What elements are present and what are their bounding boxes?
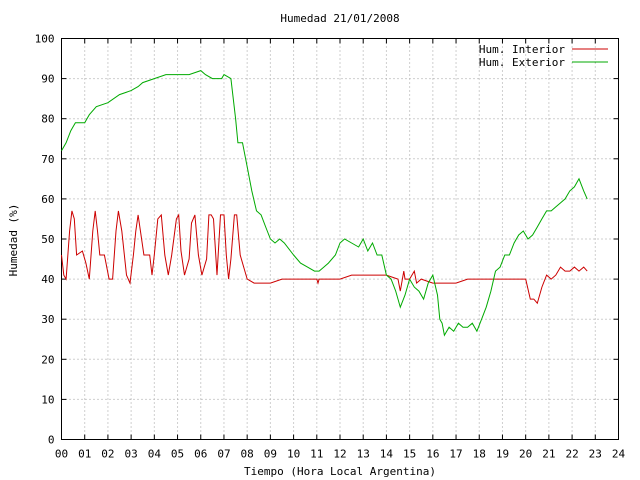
- x-tick-label: 20: [519, 448, 532, 461]
- x-tick-label: 00: [55, 448, 68, 461]
- x-tick-label: 14: [380, 448, 394, 461]
- x-tick-label: 19: [496, 448, 509, 461]
- y-tick-label: 20: [41, 353, 54, 366]
- x-tick-label: 08: [241, 448, 254, 461]
- y-tick-label: 100: [35, 33, 55, 46]
- series-line-2: [61, 70, 588, 337]
- x-tick-label: 01: [78, 448, 91, 461]
- x-tick-label: 12: [333, 448, 346, 461]
- x-tick-label: 23: [589, 448, 602, 461]
- x-tick-label: 07: [217, 448, 230, 461]
- x-tick-label: 05: [171, 448, 184, 461]
- x-tick-label: 06: [194, 448, 207, 461]
- x-tick-label: 13: [357, 448, 370, 461]
- x-tick-label: 15: [403, 448, 416, 461]
- y-tick-label: 80: [41, 113, 54, 126]
- x-tick-label: 17: [449, 448, 462, 461]
- y-tick-label: 60: [41, 193, 54, 206]
- x-tick-label: 10: [287, 448, 300, 461]
- y-axis-tick-labels: 0 10 20 30 40 50 60 70 80 90 100: [35, 33, 55, 447]
- x-tick-label: 11: [310, 448, 323, 461]
- y-tick-label: 90: [41, 73, 54, 86]
- x-tick-label: 04: [148, 448, 162, 461]
- y-tick-label: 30: [41, 313, 54, 326]
- y-axis-label: Humedad (%): [7, 204, 20, 277]
- x-tick-label: 03: [125, 448, 138, 461]
- x-tick-label: 21: [542, 448, 555, 461]
- x-tick-label: 16: [426, 448, 439, 461]
- x-tick-label: 09: [264, 448, 277, 461]
- series-lines: [61, 70, 588, 337]
- x-axis-label: Tiempo (Hora Local Argentina): [244, 465, 436, 478]
- chart-title: Humedad 21/01/2008: [280, 12, 399, 25]
- series-line-1: [61, 210, 588, 305]
- x-tick-label: 24: [612, 448, 626, 461]
- y-tick-label: 0: [48, 434, 55, 447]
- x-axis-tick-labels: 00 01 02 03 04 05 06 07 08 09 10 11 12 13 14 15 16 17 18 19…: [55, 448, 626, 461]
- x-tick-label: 18: [473, 448, 486, 461]
- plot-frame: [61, 38, 619, 440]
- x-tick-label: 22: [565, 448, 578, 461]
- y-tick-label: 10: [41, 393, 54, 406]
- y-tick-label: 70: [41, 153, 54, 166]
- y-tick-label: 40: [41, 273, 54, 286]
- grid: [61, 38, 619, 440]
- legend-label: Hum. Interior: [479, 43, 565, 56]
- legend-label: Hum. Exterior: [479, 56, 565, 69]
- y-tick-label: 50: [41, 233, 54, 246]
- x-tick-label: 02: [101, 448, 114, 461]
